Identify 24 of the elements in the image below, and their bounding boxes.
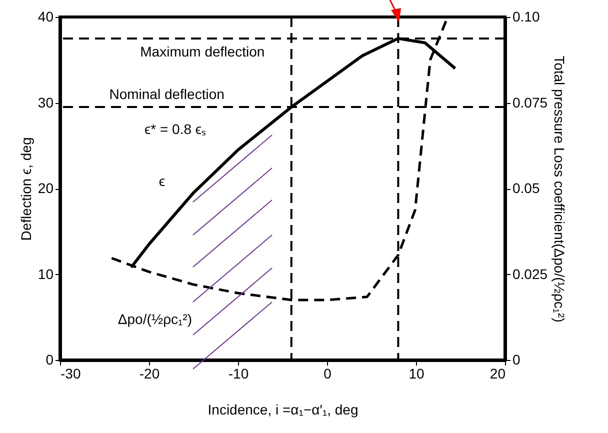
y2-tick-label: 0.075: [512, 94, 548, 110]
y2-tick-label: 0: [512, 352, 520, 368]
y-tick-label: 20: [38, 180, 54, 196]
annotation: ϵ: [158, 173, 166, 189]
y2-axis-title: Total pressure Loss coefficient(Δpo/(½ρc₁²): [552, 56, 568, 322]
ref-line-label: Nominal deflection: [109, 86, 224, 102]
ref-line-label: Maximum deflection: [140, 43, 265, 60]
y-tick-label: 30: [38, 94, 54, 110]
x-tick-label: -20: [139, 366, 160, 382]
x-tick-label: -10: [228, 366, 249, 382]
y-tick-label: 40: [38, 8, 54, 24]
annotation: Δpo/(½ρc₁²): [118, 311, 192, 327]
y-tick-label: 0: [46, 352, 54, 368]
annotation: ϵ* = 0.8 ϵₛ: [144, 121, 206, 137]
y2-tick-label: 0.05: [512, 180, 540, 196]
x-axis-title: Incidence, i =α₁−α′₁, deg: [208, 402, 358, 418]
x-tick-label: -30: [60, 366, 81, 382]
x-tick-label: 10: [408, 366, 424, 382]
x-tick-label: 0: [324, 366, 332, 382]
y-tick-label: 10: [38, 266, 54, 282]
x-tick-label: 20: [490, 366, 506, 382]
y-axis-title: Deflection ϵ, deg: [18, 137, 34, 241]
y2-tick-label: 0.10: [512, 8, 540, 24]
y2-tick-label: 0.025: [512, 266, 548, 282]
